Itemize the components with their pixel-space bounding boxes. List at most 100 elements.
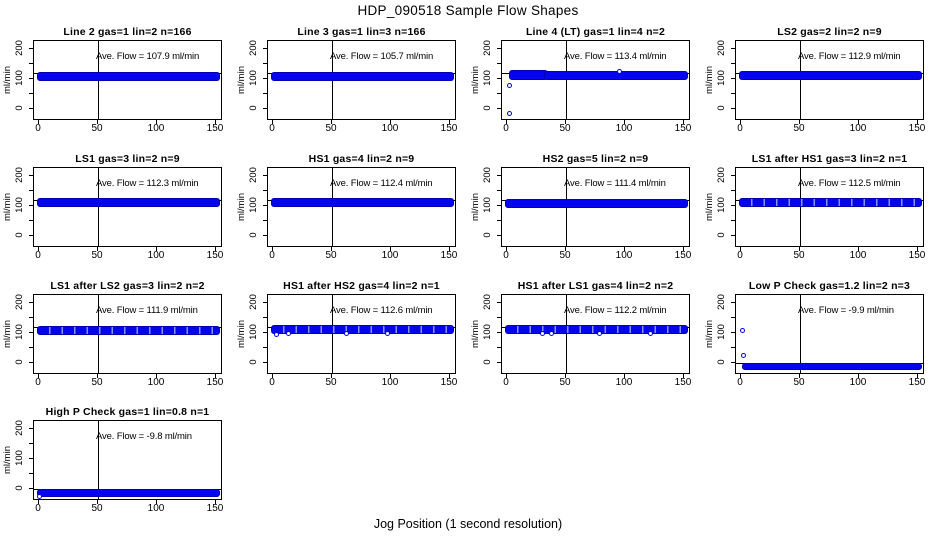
x-tick-label: 0 <box>737 123 743 134</box>
x-tick-label: 50 <box>325 123 337 134</box>
x-tick-mark <box>506 120 507 124</box>
y-tick-mark <box>263 220 267 221</box>
ave-flow-annotation: Ave. Flow = 112.6 ml/min <box>330 305 433 316</box>
data-band <box>741 363 923 371</box>
data-point <box>343 330 349 336</box>
y-tick-mark <box>29 332 33 333</box>
x-tick-mark <box>272 374 273 378</box>
x-tick-mark <box>740 120 741 124</box>
x-tick-mark <box>624 247 625 251</box>
panel-title: HS2 gas=5 lin=2 n=9 <box>542 153 649 165</box>
y-tick-mark <box>29 458 33 459</box>
x-tick-label: 50 <box>793 123 805 134</box>
y-axis-label: ml/min <box>236 66 247 94</box>
panel-hs1-after-hs2: HS1 after HS2 gas=4 lin=2 n=1 ml/min 0 100 2… <box>234 276 468 403</box>
panel-ls1-after-ls2: LS1 after LS2 gas=3 lin=2 n=2 ml/min 0 100 2… <box>0 276 234 403</box>
plot-box: Ave. Flow = 112.4 ml/min <box>267 167 456 247</box>
x-tick-label: 150 <box>440 250 458 261</box>
y-tick-mark <box>497 332 501 333</box>
y-tick-label: 200 <box>14 40 25 56</box>
y-tick-mark <box>263 235 267 236</box>
panel-title: HS1 gas=4 lin=2 n=9 <box>308 153 415 165</box>
x-tick-mark <box>624 374 625 378</box>
x-tick-mark <box>917 120 918 124</box>
y-tick-mark <box>29 235 33 236</box>
x-tick-label: 50 <box>559 123 571 134</box>
y-tick-label: 200 <box>716 294 727 310</box>
y-tick-mark <box>29 190 33 191</box>
plot-box: Ave. Flow = 112.2 ml/min <box>501 294 690 374</box>
plot-box: Ave. Flow = 111.9 ml/min <box>33 294 222 374</box>
x-tick-label: 150 <box>674 123 692 134</box>
y-tick-label: 100 <box>716 70 727 86</box>
panel-title: High P Check gas=1 lin=0.8 n=1 <box>45 406 210 418</box>
y-tick-mark <box>497 205 501 206</box>
data-band <box>271 72 455 82</box>
y-tick-label: 100 <box>482 197 493 213</box>
data-point <box>539 331 545 337</box>
ave-flow-annotation: Ave. Flow = 113.4 ml/min <box>564 51 667 62</box>
x-tick-mark <box>740 374 741 378</box>
y-tick-label: 100 <box>14 324 25 340</box>
x-tick-mark <box>156 500 157 504</box>
plot-box: Ave. Flow = 112.5 ml/min <box>735 167 924 247</box>
ave-flow-annotation: Ave. Flow = 112.3 ml/min <box>96 178 199 189</box>
x-tick-label: 50 <box>91 377 103 388</box>
y-tick-label: 0 <box>716 359 727 365</box>
data-band <box>37 489 221 497</box>
x-tick-mark <box>331 247 332 251</box>
x-tick-mark <box>799 247 800 251</box>
x-tick-mark <box>565 247 566 251</box>
x-tick-mark <box>565 120 566 124</box>
data-band <box>508 70 548 80</box>
x-tick-mark <box>740 247 741 251</box>
y-tick-mark <box>263 347 267 348</box>
x-tick-mark <box>97 500 98 504</box>
x-tick-label: 100 <box>849 250 867 261</box>
x-tick-label: 0 <box>269 377 275 388</box>
x-tick-label: 0 <box>737 250 743 261</box>
x-tick-mark <box>799 374 800 378</box>
y-tick-mark <box>263 93 267 94</box>
y-tick-mark <box>29 48 33 49</box>
ave-flow-annotation: Ave. Flow = 105.7 ml/min <box>330 51 434 62</box>
y-tick-label: 100 <box>248 197 259 213</box>
x-tick-mark <box>97 247 98 251</box>
data-point <box>384 330 390 336</box>
y-tick-label: 100 <box>14 197 25 213</box>
y-tick-mark <box>731 93 735 94</box>
y-tick-label: 200 <box>14 294 25 310</box>
y-tick-mark <box>263 175 267 176</box>
x-tick-mark <box>917 374 918 378</box>
data-band <box>739 198 923 208</box>
x-tick-label: 50 <box>325 377 337 388</box>
panel-title: LS1 after LS2 gas=3 lin=2 n=2 <box>50 280 205 292</box>
jog-divider-line <box>800 295 801 373</box>
y-tick-mark <box>29 205 33 206</box>
x-tick-mark <box>38 500 39 504</box>
y-tick-mark <box>731 332 735 333</box>
y-tick-mark <box>731 220 735 221</box>
x-tick-label: 50 <box>325 250 337 261</box>
x-tick-label: 100 <box>615 123 633 134</box>
x-tick-mark <box>156 247 157 251</box>
x-tick-label: 100 <box>147 503 165 514</box>
x-tick-mark <box>331 120 332 124</box>
y-tick-mark <box>731 78 735 79</box>
panel-hs1: HS1 gas=4 lin=2 n=9 ml/min 0 100 200 0 50 100 15… <box>234 149 468 276</box>
panel-title: Low P Check gas=1.2 lin=2 n=3 <box>748 280 911 292</box>
x-tick-mark <box>565 374 566 378</box>
data-point <box>506 111 512 116</box>
x-tick-label: 0 <box>503 377 509 388</box>
y-tick-label: 0 <box>716 232 727 238</box>
panel-line-4-lt: Line 4 (LT) gas=1 lin=4 n=2 ml/min 0 100 200… <box>468 22 702 149</box>
x-tick-mark <box>331 374 332 378</box>
x-tick-mark <box>449 120 450 124</box>
y-tick-mark <box>29 428 33 429</box>
ave-flow-annotation: Ave. Flow = -9.9 ml/min <box>798 305 894 316</box>
y-tick-mark <box>497 108 501 109</box>
y-tick-mark <box>29 488 33 489</box>
x-tick-mark <box>799 120 800 124</box>
data-point <box>739 327 745 333</box>
